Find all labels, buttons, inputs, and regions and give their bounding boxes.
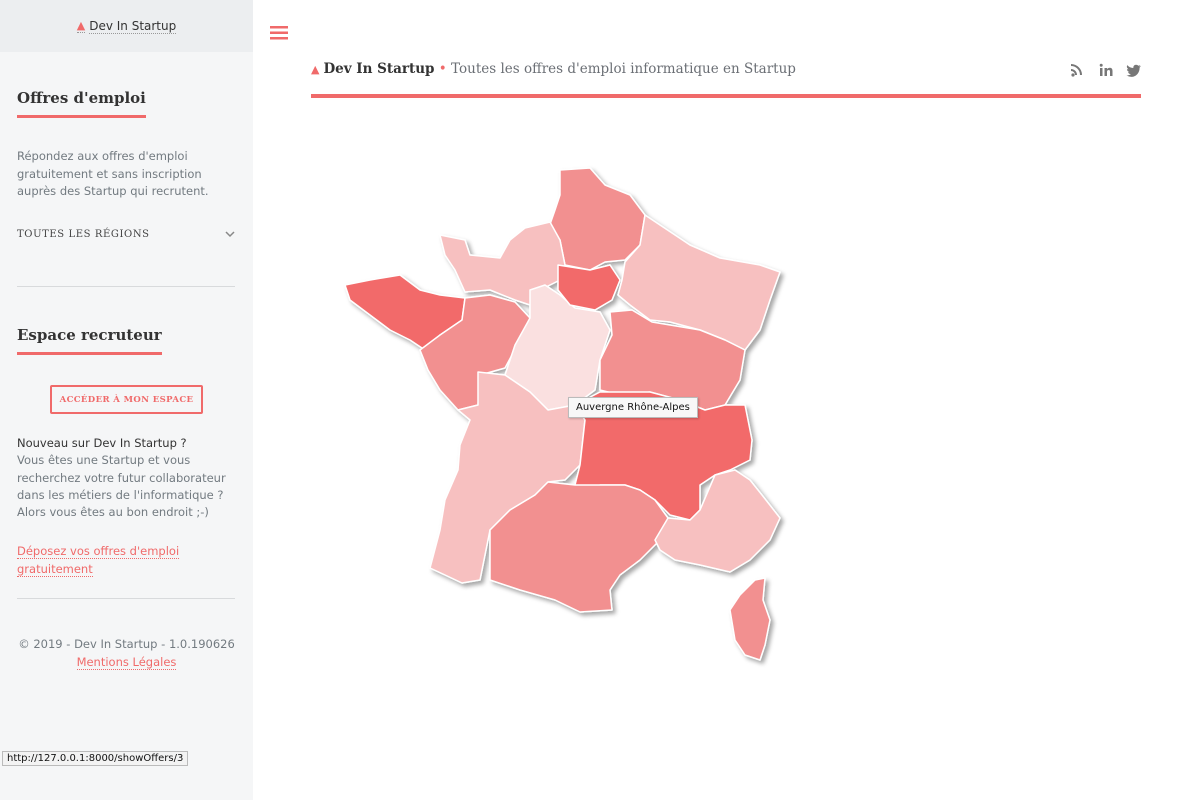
region[interactable] (654, 469, 781, 573)
section-title: Offres d'emploi (17, 89, 146, 118)
region[interactable] (489, 481, 669, 613)
intro: Nouveau sur Dev In Startup ? (17, 436, 187, 450)
paragraph: Alors vous êtes au bon endroit ;-) (17, 505, 209, 519)
region[interactable] (547, 167, 646, 271)
region-select[interactable]: TOUTES LES RÉGIONS (17, 229, 235, 240)
select-label: TOUTES LES RÉGIONS (17, 229, 150, 240)
chevron-icon (225, 231, 235, 238)
divider (17, 286, 235, 287)
map-tooltip: Auvergne Rhône-Alpes (568, 397, 698, 418)
region[interactable] (729, 577, 771, 661)
paragraph: Répondez aux offres d'emploi gratuitemen… (17, 149, 209, 198)
paragraph: Vous êtes une Startup et vous recherchez… (17, 453, 226, 502)
twitter-icon[interactable] (1126, 64, 1141, 77)
status-bar: http://127.0.0.1:8000/showOffers/3 (2, 751, 189, 766)
tagline: Toutes les offres d'emploi informatique … (451, 61, 796, 77)
linkedin-icon[interactable] (1099, 63, 1113, 76)
rss-icon[interactable] (1071, 64, 1082, 77)
france-map (344, 167, 781, 661)
post-offers-link[interactable]: Déposez vos offres d'emploi gratuitement (17, 544, 180, 577)
recruiter-button[interactable]: ACCÉDER À MON ESPACE (50, 385, 203, 414)
sidebar: ▲ Dev In Startup Offres d'emploi Répondez… (0, 0, 253, 800)
header-brand[interactable]: Dev In Startup (323, 61, 435, 77)
divider (17, 598, 235, 599)
social-icons (1071, 63, 1141, 77)
legal-link[interactable]: Mentions Légales (76, 655, 177, 670)
section-title: Espace recruteur (17, 326, 162, 355)
region[interactable] (557, 264, 621, 311)
menu-icon[interactable] (270, 26, 288, 40)
copyright: © 2019 - Dev In Startup - 1.0.190626 (18, 637, 235, 651)
brand-link[interactable]: Dev In Startup (89, 18, 177, 34)
separator: • (438, 61, 447, 77)
sidebar-brand[interactable]: ▲ Dev In Startup (0, 0, 253, 52)
header: ▲ Dev In Startup • Toutes les offres d'em… (311, 60, 1141, 98)
